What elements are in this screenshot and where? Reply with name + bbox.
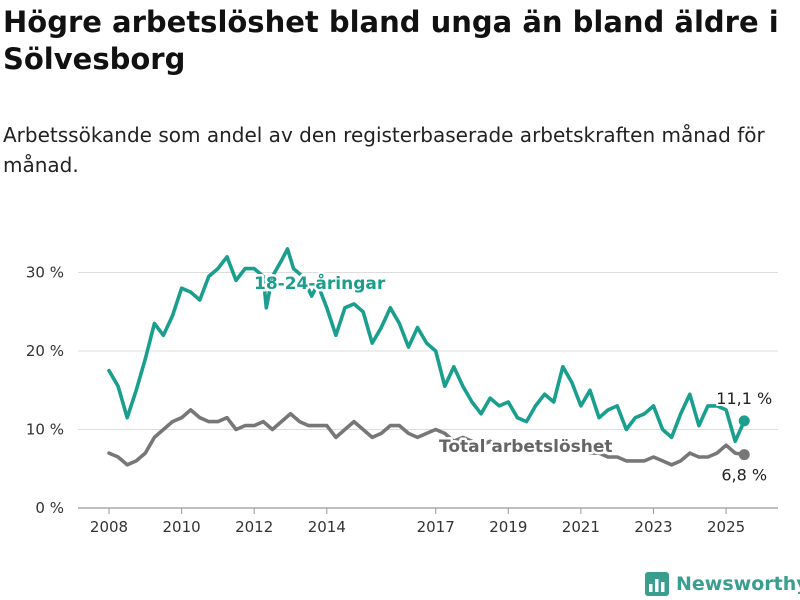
series-line-youth (107, 247, 747, 444)
x-tick-label: 2017 (417, 518, 455, 536)
chart-title: Högre arbetslöshet bland unga än bland ä… (3, 5, 779, 76)
bar-chart-logo-icon (645, 572, 669, 596)
series-line-total (107, 408, 747, 467)
end-point-youth (738, 415, 750, 427)
x-tick-label: 2021 (562, 518, 600, 536)
x-tick-label: 2023 (634, 518, 672, 536)
chart-subtitle: Arbetssökande som andel av den registerb… (3, 123, 765, 177)
series-label-total: Total arbetslöshet (439, 437, 613, 457)
x-tick-label: 2008 (90, 518, 128, 536)
end-point-total (738, 449, 750, 461)
end-label-youth: 11,1 % (716, 389, 772, 408)
newsworthy-brand[interactable]: Newsworthy (645, 570, 800, 598)
y-tick-label: 10 % (26, 421, 64, 439)
end-label-total: 6,8 % (721, 466, 767, 485)
series-label-youth: 18-24-åringar (254, 272, 386, 294)
y-tick-label: 20 % (26, 342, 64, 360)
x-tick-label: 2025 (707, 518, 745, 536)
y-tick-label: 0 % (35, 499, 64, 517)
gridlines (78, 272, 778, 509)
axes: 0 % 10 % 20 % 30 % 2008 2010 2012 2014 2017 2019 2… (26, 264, 745, 537)
brand-name: Newsworthy (676, 573, 800, 595)
series-labels: 18-24-åringar Total arbetslöshet 11,1 % 6,8… (252, 270, 775, 487)
x-tick-label: 2014 (308, 518, 346, 536)
series-lines (107, 247, 750, 467)
x-tick-label: 2019 (489, 518, 527, 536)
y-tick-label: 30 % (26, 264, 64, 282)
x-tick-label: 2012 (235, 518, 273, 536)
x-tick-label: 2010 (163, 518, 201, 536)
